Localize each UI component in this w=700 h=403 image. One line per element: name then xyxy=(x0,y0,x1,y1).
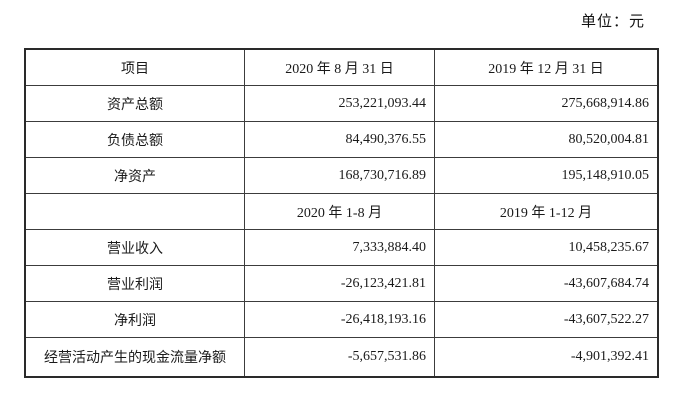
value-cell-2020: 168,730,716.89 xyxy=(244,157,435,194)
item-label-cell: 营业利润 xyxy=(24,265,245,302)
table-row-total-assets: 资产总额 253,221,093.44 275,668,914.86 xyxy=(24,85,659,122)
table-row-operating-profit: 营业利润 -26,123,421.81 -43,607,684.74 xyxy=(24,265,659,302)
table-row-operating-cash-flow: 经营活动产生的现金流量净额 -5,657,531.86 -4,901,392.4… xyxy=(24,337,659,378)
subheader-cell-period-2020: 2020 年 1-8 月 xyxy=(244,193,435,230)
unit-label: 单位：元 xyxy=(580,14,645,30)
header-cell-period-2020: 2020 年 8 月 31 日 xyxy=(244,48,435,86)
empty-cell xyxy=(24,193,245,230)
value-cell-2020: -26,418,193.16 xyxy=(244,301,435,338)
value-cell-2020: -5,657,531.86 xyxy=(244,337,435,378)
item-label-cell: 营业收入 xyxy=(24,229,245,266)
value-cell-2019: 275,668,914.86 xyxy=(434,85,659,122)
value-cell-2020: 84,490,376.55 xyxy=(244,121,435,158)
item-label-cell: 净利润 xyxy=(24,301,245,338)
value-cell-2020: 253,221,093.44 xyxy=(244,85,435,122)
table-row-total-liabilities: 负债总额 84,490,376.55 80,520,004.81 xyxy=(24,121,659,158)
header-cell-period-2019: 2019 年 12 月 31 日 xyxy=(434,48,659,86)
item-label-cell: 净资产 xyxy=(24,157,245,194)
value-cell-2019: 195,148,910.05 xyxy=(434,157,659,194)
table-header-row: 项目 2020 年 8 月 31 日 2019 年 12 月 31 日 xyxy=(24,48,659,86)
financial-summary-table: 项目 2020 年 8 月 31 日 2019 年 12 月 31 日 资产总额… xyxy=(24,48,659,378)
table-subheader-row: 2020 年 1-8 月 2019 年 1-12 月 xyxy=(24,193,659,230)
table-row-operating-revenue: 营业收入 7,333,884.40 10,458,235.67 xyxy=(24,229,659,266)
table-row-net-assets: 净资产 168,730,716.89 195,148,910.05 xyxy=(24,157,659,194)
table-row-net-profit: 净利润 -26,418,193.16 -43,607,522.27 xyxy=(24,301,659,338)
value-cell-2019: -4,901,392.41 xyxy=(434,337,659,378)
value-cell-2019: 10,458,235.67 xyxy=(434,229,659,266)
value-cell-2019: -43,607,522.27 xyxy=(434,301,659,338)
value-cell-2019: -43,607,684.74 xyxy=(434,265,659,302)
item-label-cell: 资产总额 xyxy=(24,85,245,122)
value-cell-2019: 80,520,004.81 xyxy=(434,121,659,158)
item-label-cell: 负债总额 xyxy=(24,121,245,158)
value-cell-2020: 7,333,884.40 xyxy=(244,229,435,266)
subheader-cell-period-2019: 2019 年 1-12 月 xyxy=(434,193,659,230)
value-cell-2020: -26,123,421.81 xyxy=(244,265,435,302)
item-label-cell: 经营活动产生的现金流量净额 xyxy=(24,337,245,378)
header-cell-item: 项目 xyxy=(24,48,245,86)
